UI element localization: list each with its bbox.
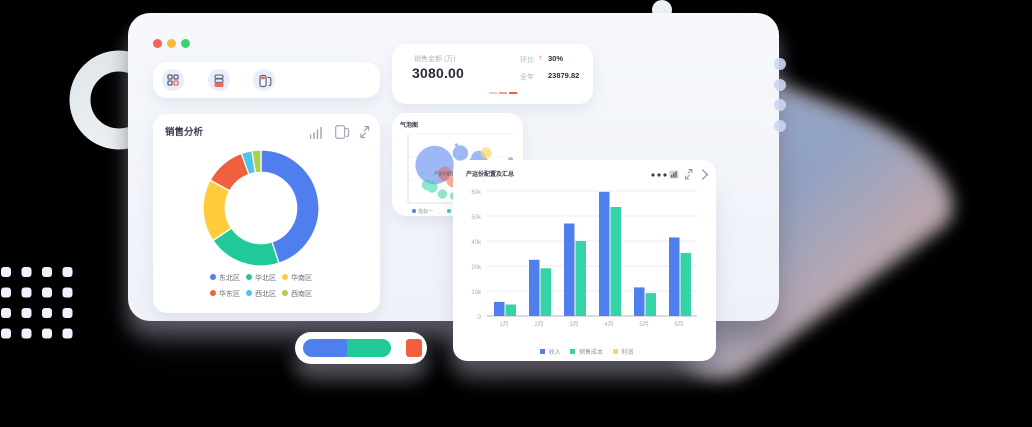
svg-text:6月: 6月 [674,321,683,328]
svg-text:10k: 10k [471,290,482,296]
svg-text:1月: 1月 [499,321,508,328]
svg-text:3月: 3月 [569,321,578,328]
svg-text:20k: 20k [471,265,482,271]
svg-text:50k: 50k [471,215,482,221]
svg-text:2月: 2月 [534,321,543,328]
svg-text:4月: 4月 [604,321,613,328]
svg-text:0: 0 [478,315,482,321]
svg-text:60k: 60k [471,190,482,196]
svg-text:40k: 40k [471,240,482,246]
svg-text:5月: 5月 [639,321,648,328]
